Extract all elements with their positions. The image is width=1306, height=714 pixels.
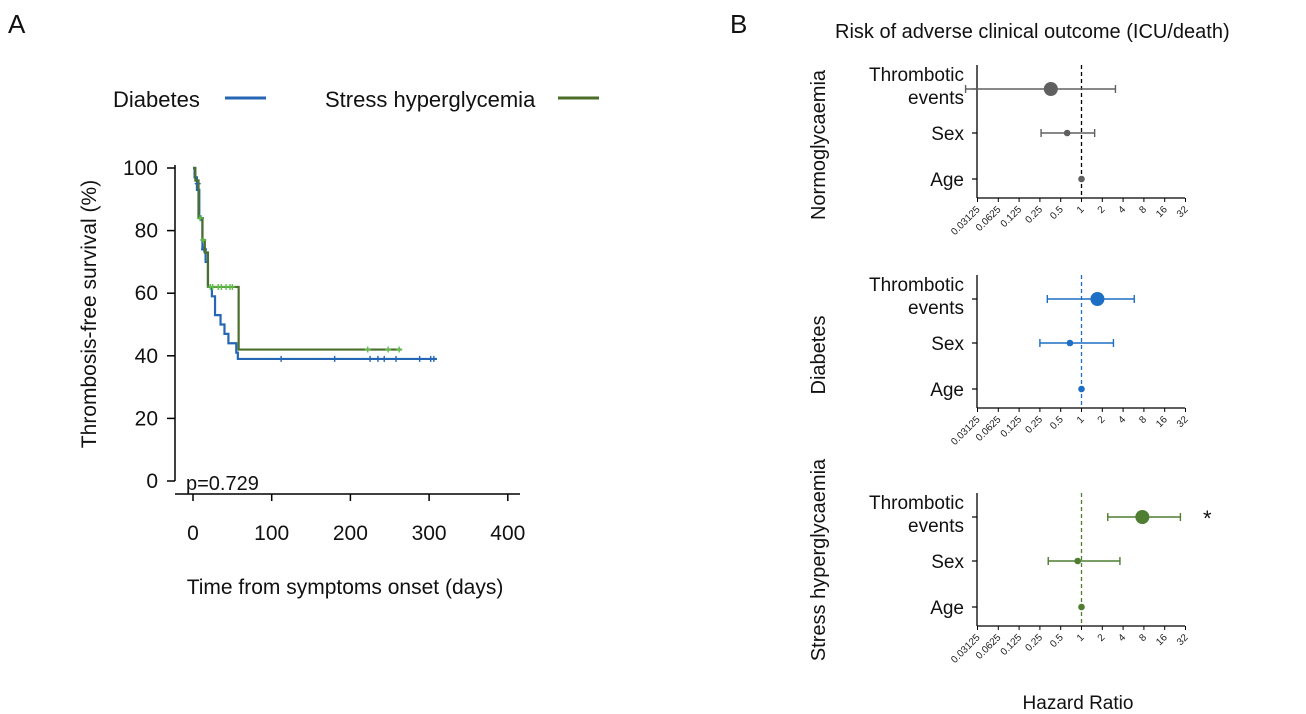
censor-mark (367, 355, 374, 362)
y-axis: 0 20 40 60 80 100 Thrombosis-free survival (%… (78, 157, 176, 493)
row-label: Sex (931, 334, 964, 355)
row-label-line: events (908, 516, 964, 537)
forest-x-tick-label: 16 (1154, 204, 1170, 220)
censor-mark (385, 346, 392, 353)
hazard-ratio-point (1043, 82, 1058, 96)
forest-x-tick-label: 4 (1117, 632, 1129, 644)
row-label-line: events (908, 298, 964, 319)
forest-x-tick-label: 16 (1154, 414, 1170, 430)
hazard-ratio-point (1063, 129, 1071, 137)
forest-x-tick-label: 4 (1117, 414, 1129, 426)
row-label: Age (930, 170, 964, 191)
forest-group-label: Stress hyperglycaemia (808, 458, 830, 661)
y-tick-label: 20 (135, 407, 158, 430)
y-tick-label: 40 (135, 345, 158, 368)
row-label: Age (930, 598, 964, 619)
forest-x-tick-label: 2 (1096, 632, 1108, 644)
hazard-ratio-point (1066, 339, 1074, 347)
hazard-ratio-point (1078, 385, 1085, 393)
forest-group-label: Diabetes (808, 316, 830, 395)
legend: Diabetes Stress hyperglycemia (113, 87, 599, 112)
row-label-line: Thrombotic (869, 275, 964, 296)
hazard-ratio-point (1078, 175, 1085, 183)
row-label-line: Thrombotic (869, 493, 964, 514)
km-series-group (193, 166, 437, 362)
forest-x-tick-label: 2 (1096, 414, 1108, 426)
forest-x-tick-label: 32 (1175, 414, 1191, 430)
forest-group-label: Normoglycaemia (808, 69, 830, 220)
row-label: Sex (931, 124, 964, 145)
x-axis: 0 100 200 300 400 Time from symptoms onset (… (175, 493, 525, 599)
forest-x-tick-label: 32 (1175, 204, 1191, 220)
forest-x-tick-label: 1 (1075, 414, 1087, 426)
forest-x-tick-label: 0.125 (999, 632, 1025, 658)
significance-marker: * (1203, 506, 1212, 531)
panel-b-forest-plot: B Risk of adverse clinical outcome (ICU/… (730, 9, 1230, 714)
forest-x-tick-label: 16 (1154, 632, 1170, 648)
y-tick-label: 80 (135, 220, 158, 243)
forest-x-tick-label: 2 (1096, 204, 1108, 216)
survival-curve-diabetes (193, 166, 437, 361)
forest-x-tick-label: 0.125 (999, 414, 1025, 440)
forest-x-tick-label: 4 (1117, 204, 1129, 216)
row-label-line: events (908, 88, 964, 109)
forest-title: Risk of adverse clinical outcome (ICU/de… (835, 21, 1230, 43)
censor-mark (416, 355, 423, 362)
forest-x-tick-label: 0.125 (999, 204, 1025, 230)
forest-x-tick-label: 0.5 (1048, 414, 1066, 432)
forest-x-tick-label: 1 (1075, 632, 1087, 644)
censor-mark (278, 355, 285, 362)
legend-label-diabetes: Diabetes (113, 87, 200, 112)
y-tick-label: 100 (123, 157, 158, 180)
forest-x-tick-label: 0.25 (1023, 632, 1045, 654)
row-label: Sex (931, 552, 964, 573)
x-tick-label: 100 (254, 522, 289, 545)
forest-x-tick-label: 8 (1137, 414, 1149, 426)
forest-x-tick-label: 8 (1137, 204, 1149, 216)
censor-mark (381, 355, 388, 362)
forest-x-tick-label: 8 (1137, 632, 1149, 644)
x-tick-label: 300 (412, 522, 447, 545)
legend-label-stress-hyperglycemia: Stress hyperglycemia (325, 87, 536, 112)
p-value-annotation: p=0.729 (186, 473, 259, 495)
row-label-line: Thrombotic (869, 65, 964, 86)
censor-mark (364, 346, 371, 353)
x-tick-label: 200 (333, 522, 368, 545)
panel-a-label: A (8, 9, 26, 39)
panel-b-label: B (730, 9, 747, 39)
y-axis-title: Thrombosis-free survival (%) (78, 180, 101, 448)
y-tick-label: 0 (146, 470, 158, 493)
row-label: Age (930, 380, 964, 401)
forest-x-tick-label: 0.5 (1048, 632, 1066, 650)
censor-mark (331, 355, 338, 362)
forest-x-tick-label: 32 (1175, 632, 1191, 648)
forest-x-tick-label: 1 (1075, 204, 1087, 216)
hazard-ratio-point (1135, 510, 1150, 524)
censor-mark (229, 283, 236, 290)
y-tick-label: 60 (135, 282, 158, 305)
hazard-ratio-point (1074, 557, 1081, 565)
forest-x-axis-title: Hazard Ratio (1023, 693, 1134, 714)
censor-mark (430, 355, 437, 362)
forest-x-tick-label: 0.25 (1023, 204, 1045, 226)
panel-a-survival-chart: A Diabetes Stress hyperglycemia 0 20 40 60 8… (8, 9, 599, 599)
x-tick-label: 0 (187, 522, 199, 545)
censor-mark (374, 355, 381, 362)
x-tick-label: 400 (490, 522, 525, 545)
censor-mark (396, 346, 403, 353)
censor-mark (209, 283, 216, 290)
censor-mark (197, 215, 204, 222)
x-axis-title: Time from symptoms onset (days) (187, 576, 504, 599)
forest-x-tick-label: 0.5 (1048, 204, 1066, 222)
survival-curve-stress-hyperglycemia (193, 166, 402, 351)
hazard-ratio-point (1078, 603, 1085, 611)
censor-mark (200, 236, 207, 243)
hazard-ratio-point (1090, 292, 1105, 306)
censor-mark (393, 355, 400, 362)
forest-x-tick-label: 0.25 (1023, 414, 1045, 436)
